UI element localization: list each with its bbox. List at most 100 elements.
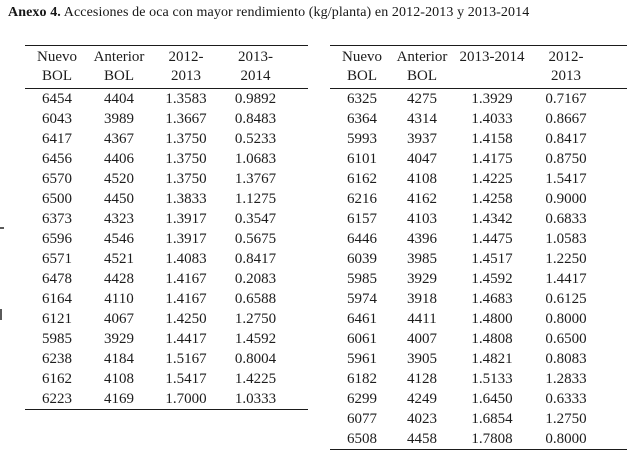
table-cell: 1.3833: [165, 191, 207, 207]
table-cell: 1.4225: [234, 371, 277, 387]
table-row: 5985 3929 1.4417 1.4592: [25, 329, 308, 349]
table-row: 6461 4411 1.4800 0.8000: [330, 309, 627, 329]
table-cell: 6570: [42, 171, 72, 187]
table-body: 6325 4275 1.3929 0.7167 6364 4314 1.4033 0.8667…: [330, 89, 627, 450]
table-cell: 1.2750: [234, 311, 277, 327]
table-cell: 6238: [42, 351, 72, 367]
table-row: 6596 4546 1.3917 0.5675: [25, 229, 308, 249]
column-header-line: BOL: [347, 68, 377, 84]
table-row: 5985 3929 1.4592 1.4417: [330, 269, 627, 289]
table-cell: 0.8750: [545, 151, 587, 167]
table-cell: 4108: [407, 171, 437, 187]
table-header-row: Nuevo BOL Anterior BOL 2013-2014 2012- 2013: [330, 46, 627, 89]
table-cell: 1.2750: [545, 411, 587, 427]
column-header-line: 2013-2014: [459, 49, 525, 65]
column-header-line: BOL: [407, 68, 437, 84]
column-header-line: Anterior: [396, 49, 448, 65]
table-cell: 0.6125: [545, 291, 587, 307]
table-cell: 6373: [42, 211, 72, 227]
table-cell: 0.8000: [545, 431, 587, 447]
table-cell: 1.3767: [234, 171, 277, 187]
table-cell: 0.9000: [545, 191, 587, 207]
table-cell: 0.5233: [234, 131, 277, 147]
yield-table-right: Nuevo BOL Anterior BOL 2013-2014 2012- 2013 63…: [330, 45, 627, 450]
table-cell: 1.5167: [165, 351, 207, 367]
table-cell: 4007: [407, 331, 437, 347]
table-cell: 0.5675: [234, 231, 277, 247]
table-cell: 6223: [42, 391, 72, 407]
column-header: 2012- 2013: [534, 46, 627, 89]
table-cell: 6478: [42, 271, 72, 287]
table-cell: 1.2833: [545, 371, 587, 387]
table-cell: 6162: [42, 371, 72, 387]
table-row: 6101 4047 1.4175 0.8750: [330, 149, 627, 169]
table-cell: 0.8417: [545, 131, 587, 147]
table-cell: 6417: [42, 131, 72, 147]
table-cell: 6216: [347, 191, 377, 207]
yield-table-left: Nuevo BOL Anterior BOL 2012- 2013 2013- 2014 64…: [25, 45, 308, 410]
table-cell: 1.4083: [165, 251, 207, 267]
table-cell: 6364: [347, 111, 377, 127]
tables-container: Nuevo BOL Anterior BOL 2012- 2013 2013- 2014 64…: [25, 45, 627, 450]
table-cell: 4128: [407, 371, 437, 387]
table-cell: 4249: [407, 391, 437, 407]
table-row: 6039 3985 1.4517 1.2250: [330, 249, 627, 269]
table-cell: 4110: [104, 291, 134, 307]
table-row: 6454 4404 1.3583 0.9892: [25, 89, 308, 110]
table-cell: 1.0683: [234, 151, 277, 167]
column-header-line: 2012-: [168, 49, 204, 65]
table-cell: 4169: [104, 391, 134, 407]
column-header-line: 2013: [551, 68, 581, 84]
table-cell: 1.4158: [471, 131, 513, 147]
table-cell: 1.3929: [471, 91, 513, 107]
table-row: 6077 4023 1.6854 1.2750: [330, 409, 627, 429]
table-cell: 1.5417: [165, 371, 207, 387]
table-cell: 4023: [407, 411, 437, 427]
table-caption: Anexo 4. Accesiones de oca con mayor ren…: [8, 4, 529, 22]
table-cell: 4314: [407, 111, 437, 127]
table-cell: 6121: [42, 311, 72, 327]
table-cell: 1.4808: [471, 331, 513, 347]
table-cell: 4103: [407, 211, 437, 227]
table-cell: 4275: [407, 91, 437, 107]
table-row: 6162 4108 1.5417 1.4225: [25, 369, 308, 389]
column-header: Nuevo BOL: [330, 46, 394, 89]
column-header-line: 2013-: [238, 49, 273, 65]
table-cell: 3905: [407, 351, 437, 367]
table-cell: 1.5417: [545, 171, 587, 187]
table-row: 6162 4108 1.4225 1.5417: [330, 169, 627, 189]
table-cell: 6456: [42, 151, 72, 167]
table-row: 5961 3905 1.4821 0.8083: [330, 349, 627, 369]
column-header: 2012- 2013: [149, 46, 223, 89]
table-cell: 1.4417: [165, 331, 207, 347]
table-row: 6299 4249 1.6450 0.6333: [330, 389, 627, 409]
caption-text: Accesiones de oca con mayor rendimiento …: [60, 5, 530, 20]
table-cell: 4404: [104, 91, 134, 107]
table-cell: 6500: [42, 191, 72, 207]
column-header-line: BOL: [104, 68, 134, 84]
table-cell: 0.6500: [545, 331, 587, 347]
table-row: 6182 4128 1.5133 1.2833: [330, 369, 627, 389]
table-cell: 1.7000: [165, 391, 207, 407]
table-row: 6157 4103 1.4342 0.6833: [330, 209, 627, 229]
table-cell: 1.4683: [471, 291, 513, 307]
table-cell: 1.7808: [471, 431, 513, 447]
table-cell: 0.3547: [234, 211, 277, 227]
table-cell: 6299: [347, 391, 377, 407]
table-cell: 4162: [407, 191, 437, 207]
table-cell: 6508: [347, 431, 377, 447]
table-cell: 1.4225: [471, 171, 513, 187]
table-cell: 6157: [347, 211, 377, 227]
table-row: 6364 4314 1.4033 0.8667: [330, 109, 627, 129]
table-cell: 1.6854: [471, 411, 513, 427]
table-row: 6508 4458 1.7808 0.8000: [330, 429, 627, 450]
table-cell: 1.4342: [471, 211, 513, 227]
table-cell: 0.8417: [234, 251, 277, 267]
table-cell: 1.4821: [471, 351, 513, 367]
table-cell: 1.6450: [471, 391, 513, 407]
table-cell: 6596: [42, 231, 72, 247]
table-cell: 4450: [104, 191, 134, 207]
table-cell: 5985: [347, 271, 377, 287]
caption-anexo-label: Anexo 4.: [8, 5, 61, 20]
table-cell: 0.8667: [545, 111, 587, 127]
